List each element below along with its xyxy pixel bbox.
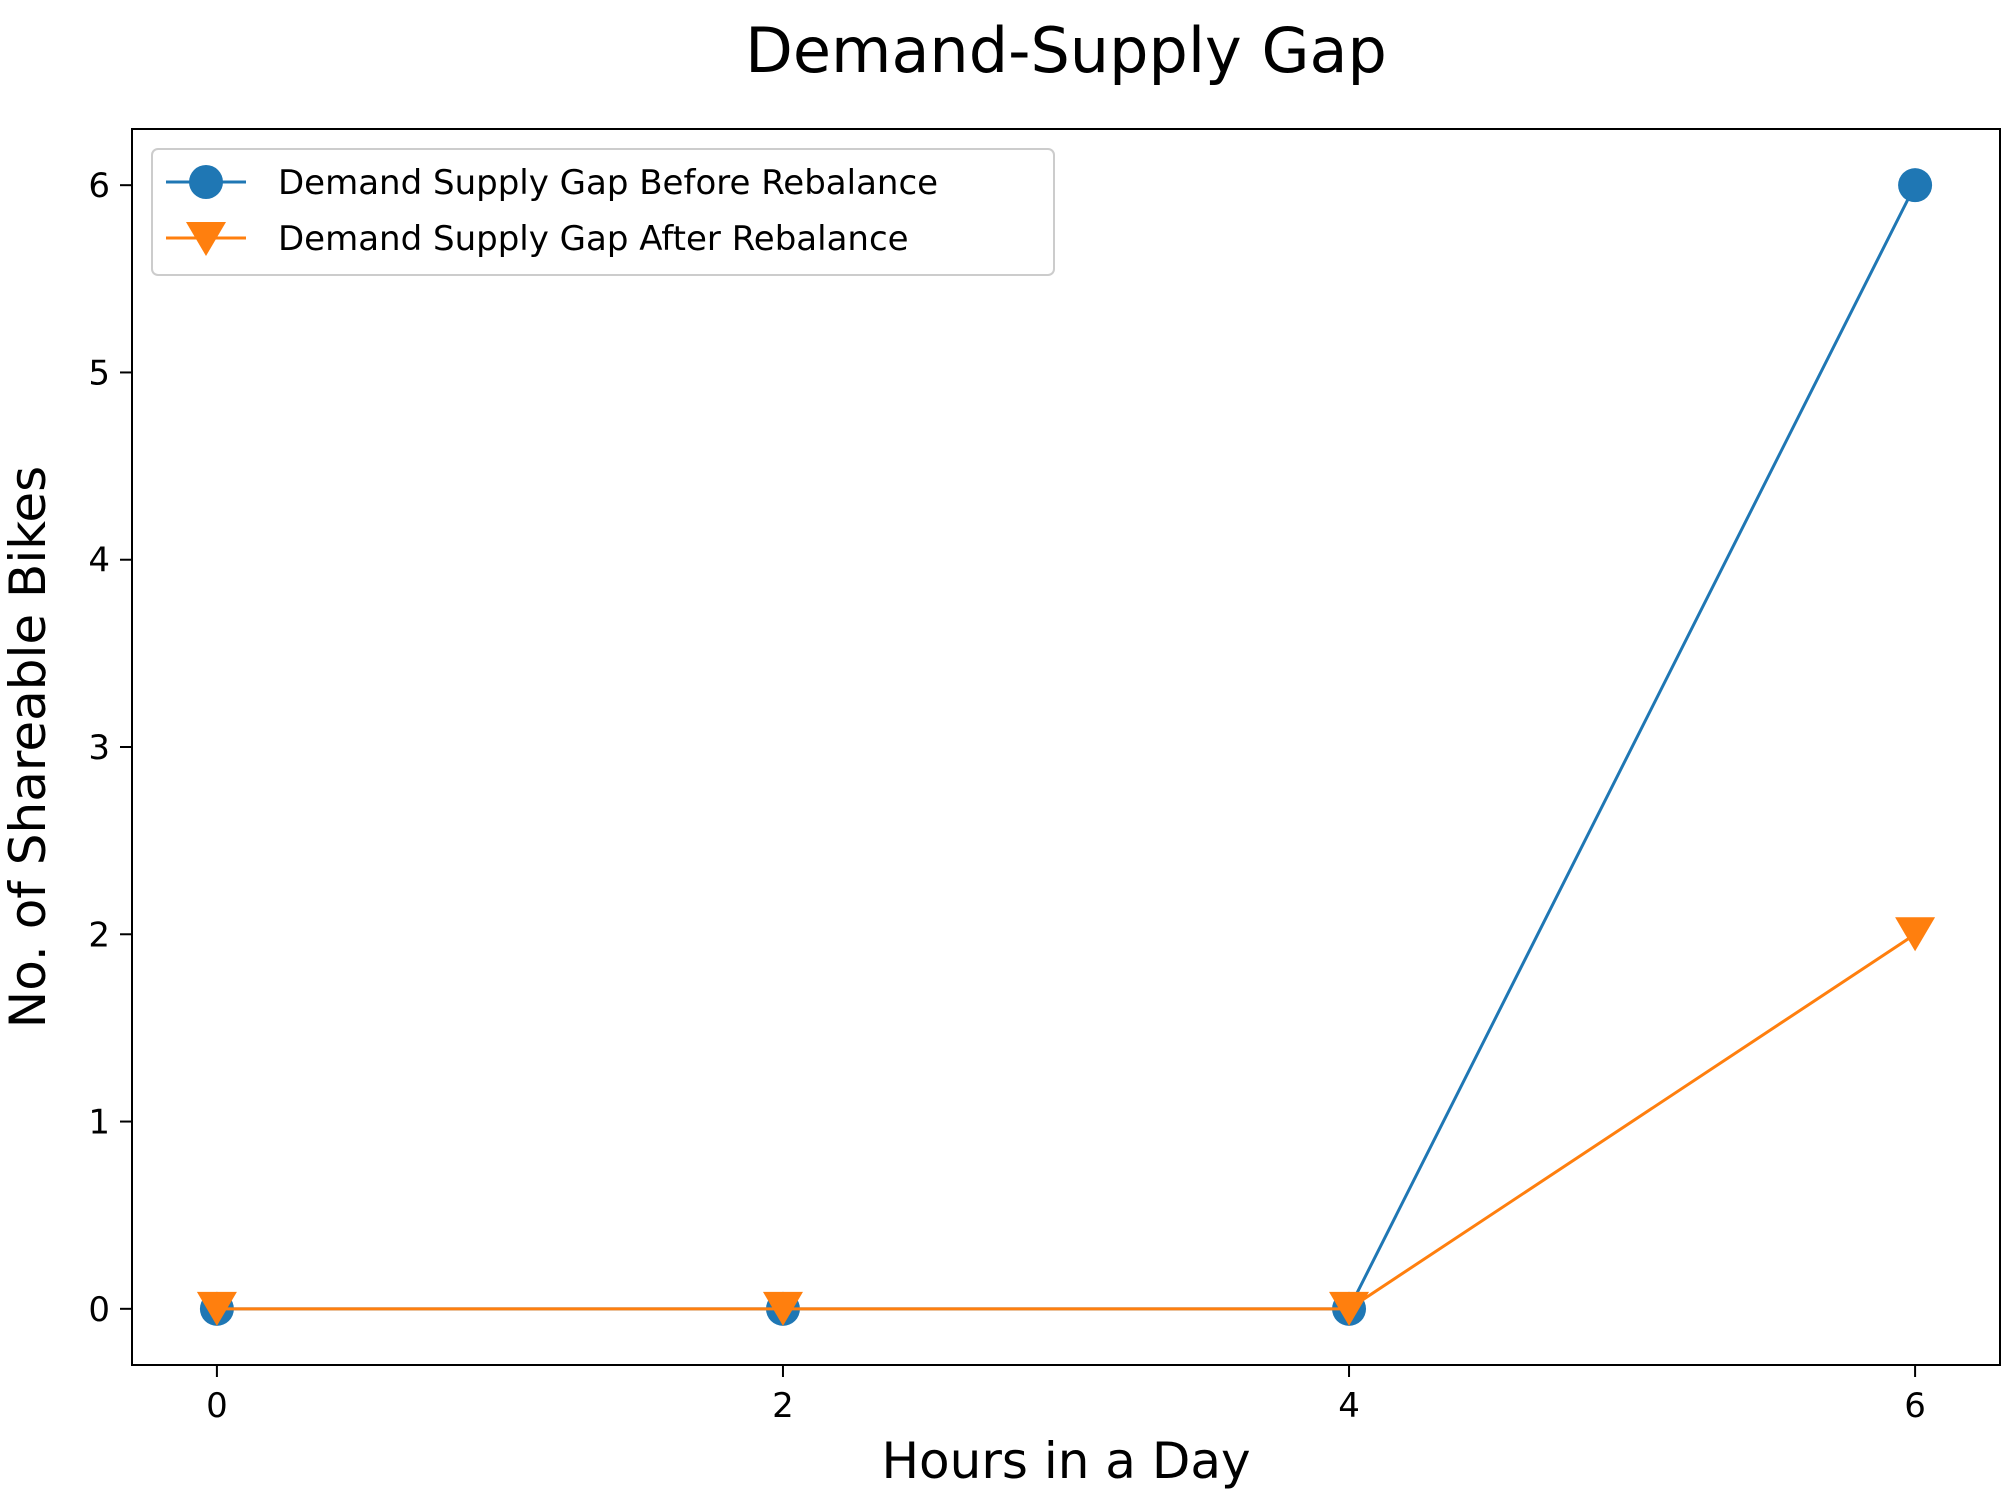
series-0 xyxy=(199,168,1933,1326)
y-tick-label: 4 xyxy=(88,541,110,581)
y-axis: 0 1 2 3 4 5 6 xyxy=(88,166,132,1330)
legend-box xyxy=(151,148,1055,276)
series-line xyxy=(216,184,1917,1311)
series-layer xyxy=(196,168,1936,1326)
x-tick-label: 0 xyxy=(206,1386,228,1426)
x-tick-label: 2 xyxy=(772,1386,794,1426)
x-tick-label: 6 xyxy=(1904,1386,1926,1426)
y-tick-label: 3 xyxy=(88,728,110,768)
legend-label-before: Demand Supply Gap Before Rebalance xyxy=(278,163,938,203)
plot-area xyxy=(131,128,2001,1366)
series-line xyxy=(216,933,1916,1311)
data-point xyxy=(1898,168,1933,203)
x-axis-label: Hours in a Day xyxy=(881,1432,1250,1490)
x-axis: 0 2 4 6 xyxy=(206,1365,1926,1426)
data-point xyxy=(762,1291,803,1326)
data-point xyxy=(1329,1291,1370,1326)
legend-marker-triangle xyxy=(186,222,226,256)
legend-label-after: Demand Supply Gap After Rebalance xyxy=(278,219,909,259)
legend: Demand Supply Gap Before Rebalance Deman… xyxy=(151,148,1055,276)
chart-title: Demand-Supply Gap xyxy=(745,14,1387,87)
x-tick-label: 4 xyxy=(1338,1386,1360,1426)
y-tick-label: 6 xyxy=(88,166,110,206)
y-tick-label: 5 xyxy=(88,353,110,393)
series-1 xyxy=(196,917,1936,1326)
y-axis-label: No. of Shareable Bikes xyxy=(0,466,57,1028)
y-tick-label: 0 xyxy=(88,1290,110,1330)
y-tick-label: 2 xyxy=(88,915,110,955)
data-point xyxy=(196,1291,237,1326)
data-point xyxy=(1895,917,1936,952)
y-tick-label: 1 xyxy=(88,1103,110,1143)
legend-marker-circle xyxy=(189,165,223,199)
